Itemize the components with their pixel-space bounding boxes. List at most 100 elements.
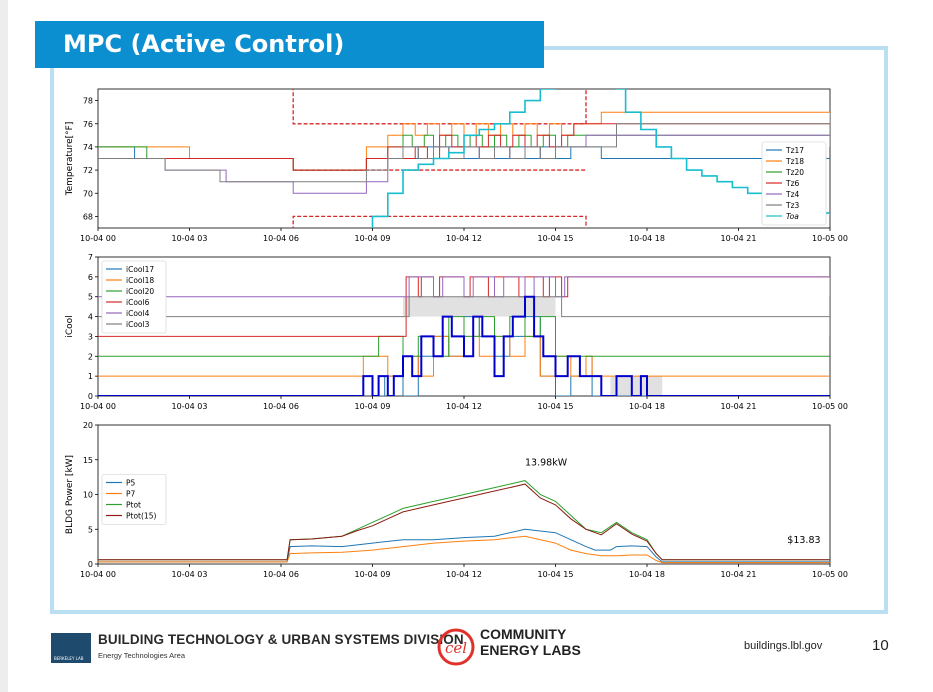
berkeley-lab-logo: BERKELEY LAB bbox=[51, 633, 91, 663]
legend-label: iCool18 bbox=[126, 276, 154, 285]
series-line-ptot15 bbox=[98, 483, 830, 561]
x-tick-label: 10-04 12 bbox=[446, 402, 482, 411]
y-tick-label: 0 bbox=[88, 392, 93, 401]
y-tick-label: 74 bbox=[83, 143, 93, 152]
legend-label: Tz20 bbox=[785, 168, 804, 177]
x-tick-label: 10-04 15 bbox=[538, 570, 574, 579]
x-tick-label: 10-04 06 bbox=[263, 570, 299, 579]
series-line-icool3 bbox=[98, 296, 830, 318]
series-line-ptot bbox=[98, 480, 830, 561]
legend: P5 P7 Ptot Ptot(15) bbox=[101, 474, 167, 525]
plot-lines bbox=[98, 89, 830, 228]
y-tick-label: 76 bbox=[83, 120, 93, 129]
x-tick-label: 10-04 15 bbox=[538, 234, 574, 243]
series-line-highlight bbox=[98, 295, 830, 396]
area-name: Energy Technologies Area bbox=[98, 651, 186, 660]
y-tick-label: 5 bbox=[88, 293, 93, 302]
y-tick-label: 4 bbox=[88, 313, 93, 322]
page-number: 10 bbox=[872, 637, 889, 654]
x-tick-label: 10-04 18 bbox=[629, 402, 665, 411]
x-tick-label: 10-04 03 bbox=[172, 402, 208, 411]
legend-label: Ptot bbox=[126, 501, 141, 510]
x-tick-label: 10-04 03 bbox=[172, 234, 208, 243]
y-tick-label: 15 bbox=[83, 456, 93, 465]
x-tick-label: 10-04 15 bbox=[538, 402, 574, 411]
svg-text:cel: cel bbox=[445, 639, 467, 657]
series-line-icool4 bbox=[98, 276, 830, 298]
legend-box bbox=[761, 141, 827, 226]
legend-box bbox=[101, 474, 167, 525]
shaded-region bbox=[610, 376, 663, 396]
y-tick-label: 20 bbox=[83, 421, 93, 430]
x-tick-label: 10-04 12 bbox=[446, 570, 482, 579]
legend-label: iCool20 bbox=[126, 287, 154, 296]
x-tick-label: 10-04 21 bbox=[721, 570, 757, 579]
x-tick-label: 10-04 12 bbox=[446, 234, 482, 243]
x-tick-label: 10-04 09 bbox=[355, 402, 391, 411]
legend-label: Tz4 bbox=[785, 190, 800, 199]
series-line-toa bbox=[371, 89, 830, 228]
legend-label: Tz3 bbox=[785, 201, 800, 210]
x-tick-label: 10-04 09 bbox=[355, 234, 391, 243]
y-axis-label: BLDG Power [kW] bbox=[65, 455, 75, 534]
legend-label: P5 bbox=[126, 479, 136, 488]
series-line-icool20 bbox=[98, 316, 830, 357]
annotation-label: 13.98kW bbox=[525, 457, 568, 468]
y-tick-label: 2 bbox=[88, 352, 93, 361]
y-tick-label: 3 bbox=[88, 332, 93, 341]
footer-url[interactable]: buildings.lbl.gov bbox=[744, 640, 823, 652]
slide-title: MPC (Active Control) bbox=[35, 21, 544, 68]
x-tick-label: 10-04 21 bbox=[721, 402, 757, 411]
legend-label: iCool6 bbox=[126, 298, 150, 307]
y-tick-label: 70 bbox=[83, 189, 93, 198]
plot-lines bbox=[98, 480, 830, 564]
legend-label: iCool17 bbox=[126, 265, 154, 274]
y-tick-label: 68 bbox=[83, 212, 93, 221]
y-tick-label: 72 bbox=[83, 166, 93, 175]
chart-panel-1: 68 70 72 74 76 78 10-04 00 10-04 03 10-04 06 10-0… bbox=[65, 88, 848, 243]
legend-label: Tz6 bbox=[785, 179, 800, 188]
x-tick-label: 10-05 00 bbox=[812, 234, 848, 243]
legend-label: iCool3 bbox=[126, 320, 150, 329]
y-tick-label: 7 bbox=[88, 253, 93, 262]
y-tick-label: 6 bbox=[88, 273, 93, 282]
x-tick-label: 10-04 09 bbox=[355, 570, 391, 579]
x-tick-label: 10-04 21 bbox=[721, 234, 757, 243]
chart-panel-2: 0 1 2 3 4 5 6 7 10-04 00 10-04 03 10-04 06 10-04 09… bbox=[65, 253, 848, 411]
chart-panel-3: 0 5 10 15 20 10-04 00 10-04 03 10-04 06 10-04 09… bbox=[65, 421, 848, 579]
y-axis-label: iCool bbox=[65, 315, 75, 337]
x-tick-label: 10-04 00 bbox=[80, 570, 116, 579]
y-tick-label: 1 bbox=[88, 372, 93, 381]
y-tick-label: 78 bbox=[83, 97, 93, 106]
cel-name-line2: ENERGY LABS bbox=[480, 642, 581, 658]
x-tick-label: 10-04 06 bbox=[263, 234, 299, 243]
legend-box bbox=[101, 260, 167, 334]
left-edge-strip bbox=[0, 0, 8, 692]
x-tick-label: 10-05 00 bbox=[812, 402, 848, 411]
y-tick-label: 10 bbox=[83, 491, 93, 500]
x-tick-label: 10-04 06 bbox=[263, 402, 299, 411]
legend-label: Tz18 bbox=[785, 157, 804, 166]
x-tick-label: 10-04 18 bbox=[629, 570, 665, 579]
legend: iCool17 iCool18 iCool20 iCool6 iCool4 iCool3 bbox=[101, 260, 167, 334]
legend-label: Ptot(15) bbox=[126, 512, 156, 521]
series-line-p5 bbox=[98, 528, 830, 563]
legend-label: Toa bbox=[786, 212, 799, 221]
legend-label: Tz17 bbox=[785, 146, 804, 155]
y-tick-label: 5 bbox=[88, 525, 93, 534]
shaded-region bbox=[403, 296, 556, 317]
x-tick-label: 10-04 00 bbox=[80, 402, 116, 411]
y-tick-label: 0 bbox=[88, 560, 93, 569]
legend: Tz17 Tz18 Tz20 Tz6 Tz4 Tz3 Toa bbox=[761, 141, 827, 226]
cel-name-line1: COMMUNITY bbox=[480, 626, 567, 642]
division-name: BUILDING TECHNOLOGY & URBAN SYSTEMS DIVI… bbox=[98, 632, 464, 647]
plot-lines bbox=[98, 276, 830, 396]
x-tick-label: 10-05 00 bbox=[812, 570, 848, 579]
x-tick-label: 10-04 03 bbox=[172, 570, 208, 579]
x-tick-label: 10-04 18 bbox=[629, 234, 665, 243]
annotation-label: $13.83 bbox=[787, 535, 820, 546]
legend-label: P7 bbox=[126, 490, 136, 499]
series-line-p7 bbox=[98, 535, 830, 564]
cel-logo-icon: cel bbox=[437, 628, 475, 666]
